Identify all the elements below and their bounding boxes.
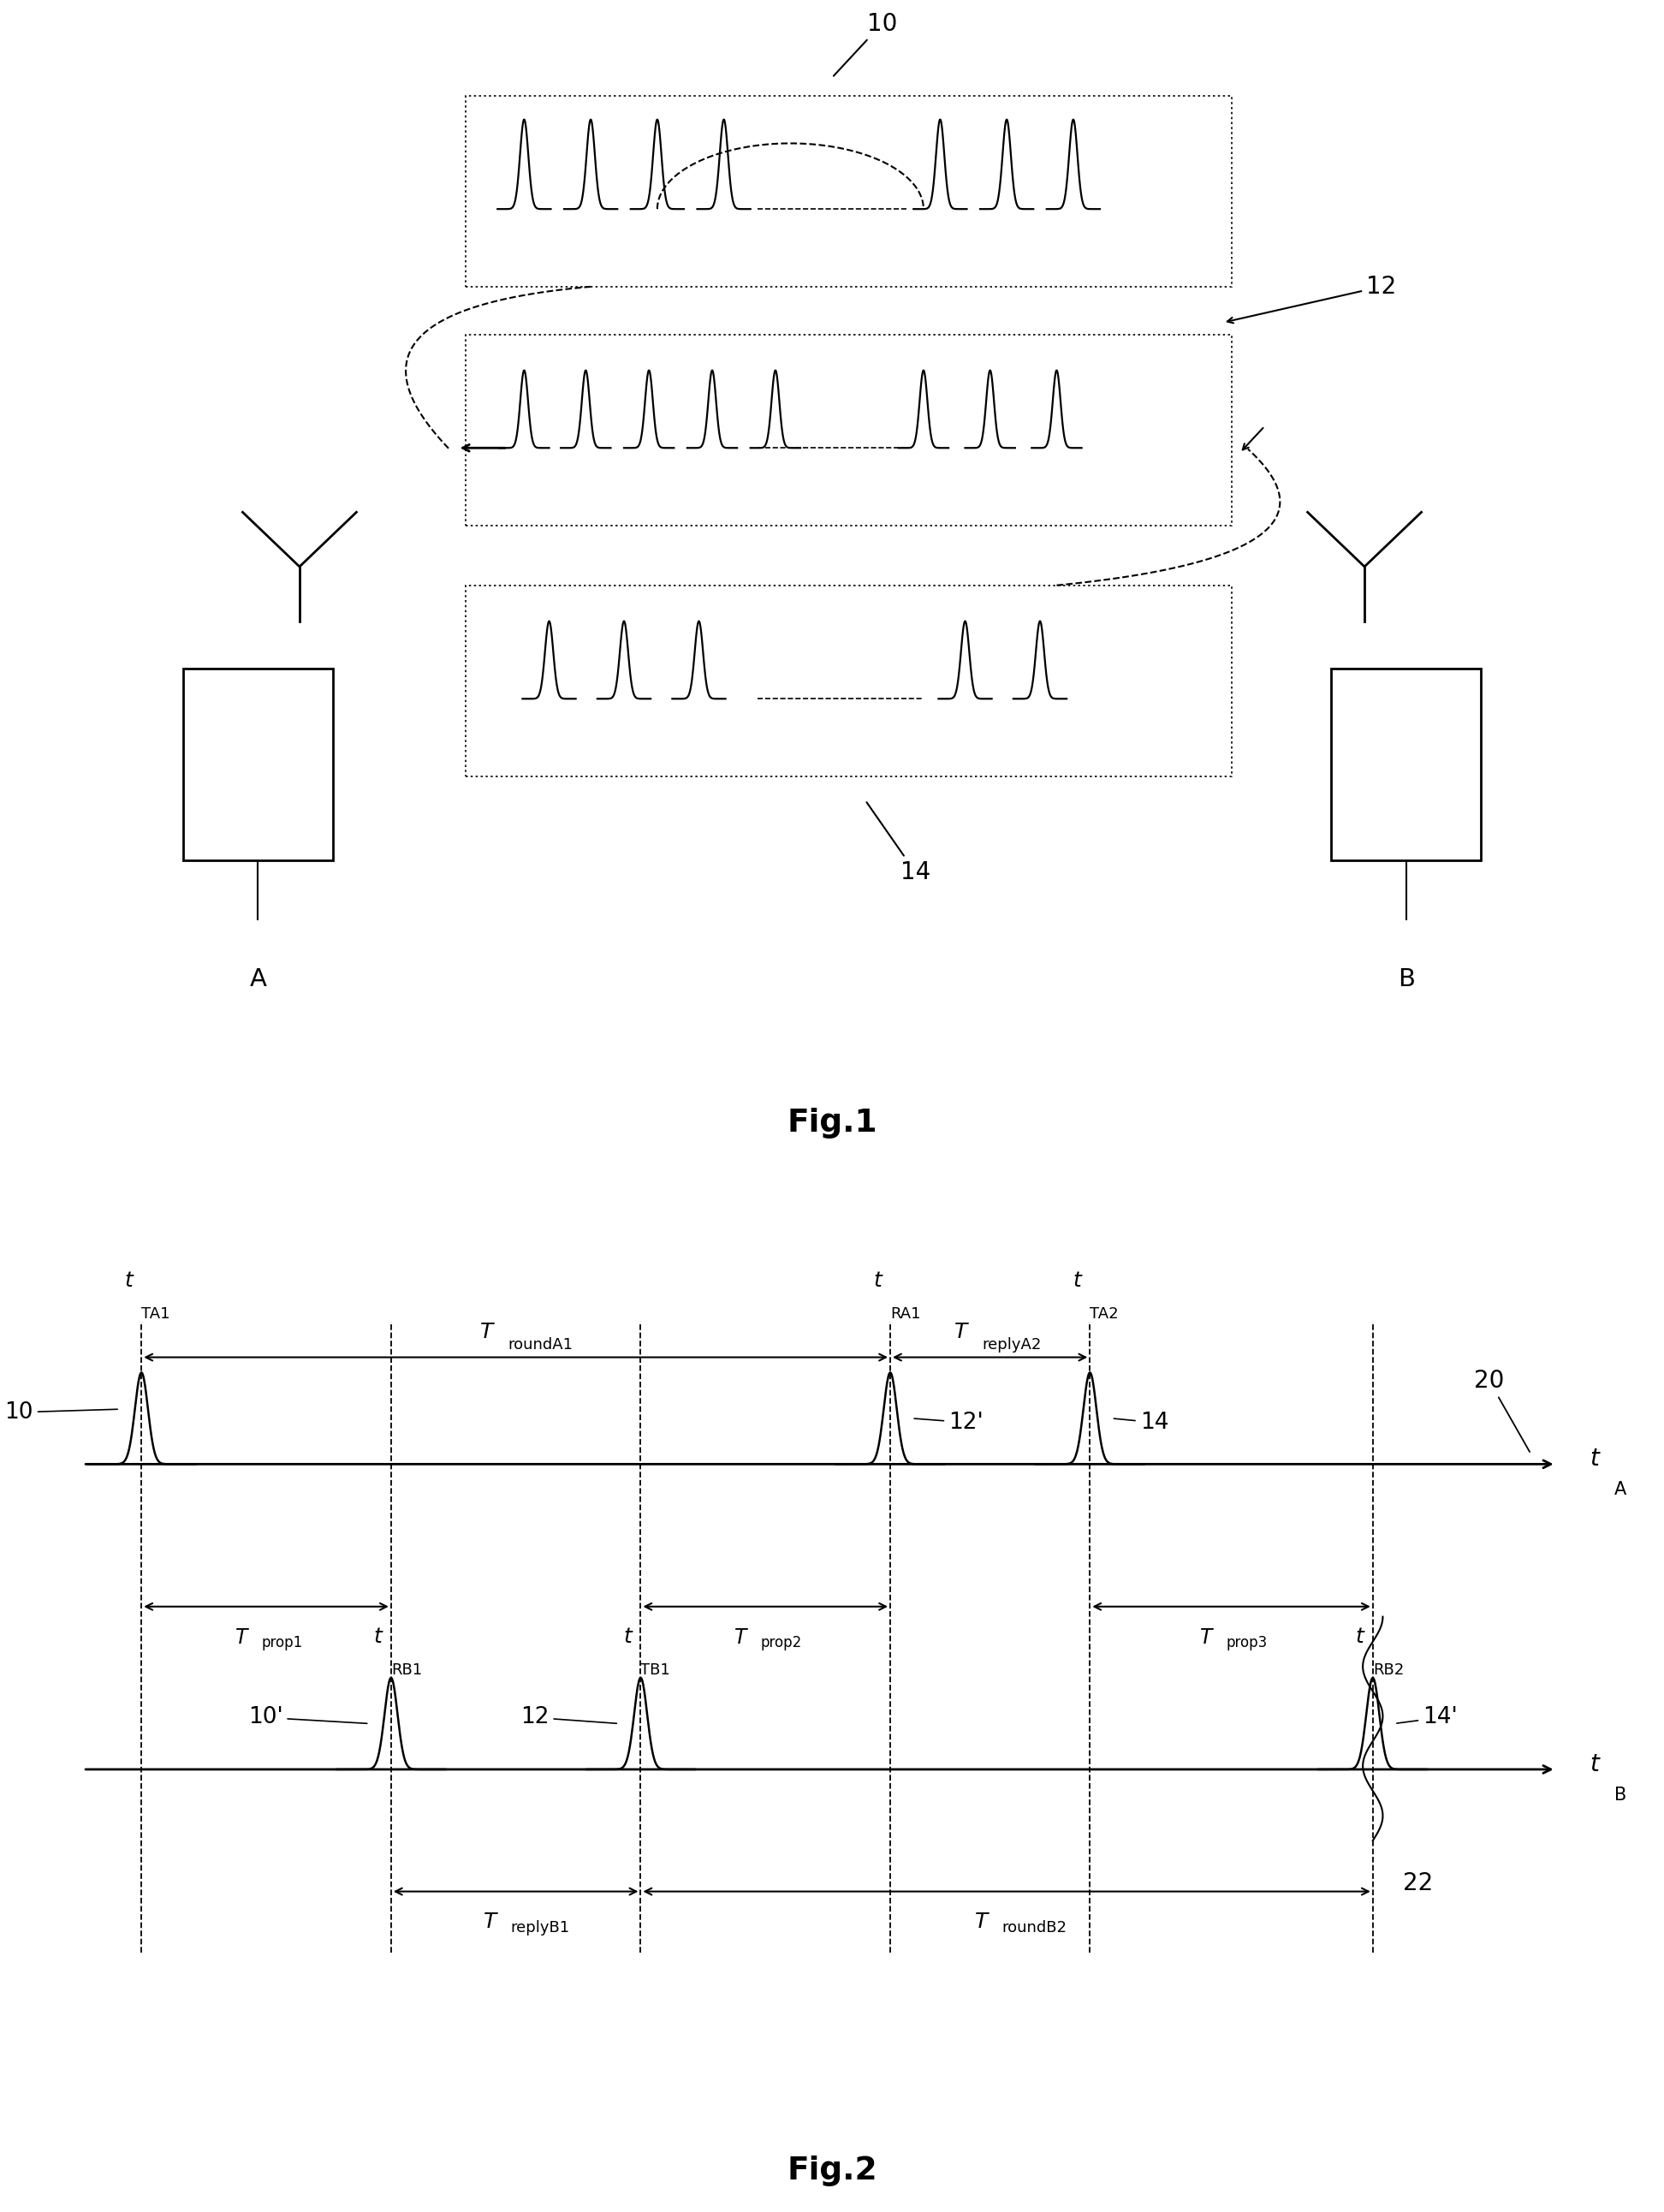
Text: replyB1: replyB1 — [511, 1920, 571, 1936]
Text: 10': 10' — [248, 1705, 368, 1730]
Text: $T$: $T$ — [235, 1628, 250, 1648]
Text: $t$: $t$ — [1073, 1270, 1083, 1292]
Text: Fig.1: Fig.1 — [787, 1108, 877, 1139]
Text: $t$: $t$ — [125, 1270, 135, 1292]
Text: 14: 14 — [867, 803, 930, 885]
Text: 10: 10 — [5, 1400, 118, 1425]
Bar — [466, 95, 1231, 288]
Bar — [466, 334, 1231, 526]
Text: 12: 12 — [521, 1705, 617, 1730]
Text: 12': 12' — [914, 1411, 983, 1433]
Text: 10: 10 — [834, 11, 897, 75]
Text: roundB2: roundB2 — [1002, 1920, 1067, 1936]
Text: $t$: $t$ — [1589, 1752, 1601, 1776]
Text: $T$: $T$ — [734, 1628, 749, 1648]
Text: prop3: prop3 — [1226, 1635, 1268, 1650]
Text: $t$: $t$ — [624, 1626, 634, 1648]
Bar — [466, 586, 1231, 776]
Text: $T$: $T$ — [1200, 1628, 1215, 1648]
Text: 20: 20 — [1474, 1369, 1529, 1451]
Text: TA1: TA1 — [141, 1307, 170, 1321]
Bar — [1331, 668, 1481, 860]
Text: $T$: $T$ — [953, 1321, 970, 1343]
Text: $t$: $t$ — [874, 1270, 884, 1292]
Text: TA2: TA2 — [1090, 1307, 1118, 1321]
Text: prop2: prop2 — [760, 1635, 802, 1650]
Text: TB1: TB1 — [641, 1663, 671, 1677]
Text: $t$: $t$ — [1356, 1626, 1366, 1648]
Text: RA1: RA1 — [890, 1307, 920, 1321]
Text: RB2: RB2 — [1373, 1663, 1404, 1677]
Text: B: B — [1614, 1787, 1626, 1803]
Text: 22: 22 — [1403, 1871, 1433, 1896]
Text: B: B — [1398, 967, 1414, 991]
Text: A: A — [250, 967, 266, 991]
Text: $T$: $T$ — [479, 1321, 496, 1343]
Text: $t$: $t$ — [1589, 1447, 1601, 1471]
Text: $T$: $T$ — [973, 1911, 990, 1933]
Text: Fig.2: Fig.2 — [787, 2157, 877, 2188]
Text: 14: 14 — [1113, 1411, 1168, 1433]
Text: RB1: RB1 — [391, 1663, 423, 1677]
Text: 14': 14' — [1396, 1705, 1458, 1730]
Text: $T$: $T$ — [483, 1911, 499, 1933]
Text: $t$: $t$ — [374, 1626, 384, 1648]
Text: roundA1: roundA1 — [508, 1336, 572, 1352]
Text: replyA2: replyA2 — [982, 1336, 1042, 1352]
Text: A: A — [1614, 1482, 1626, 1498]
Text: 12: 12 — [1228, 274, 1396, 323]
Bar — [183, 668, 333, 860]
Text: prop1: prop1 — [261, 1635, 303, 1650]
